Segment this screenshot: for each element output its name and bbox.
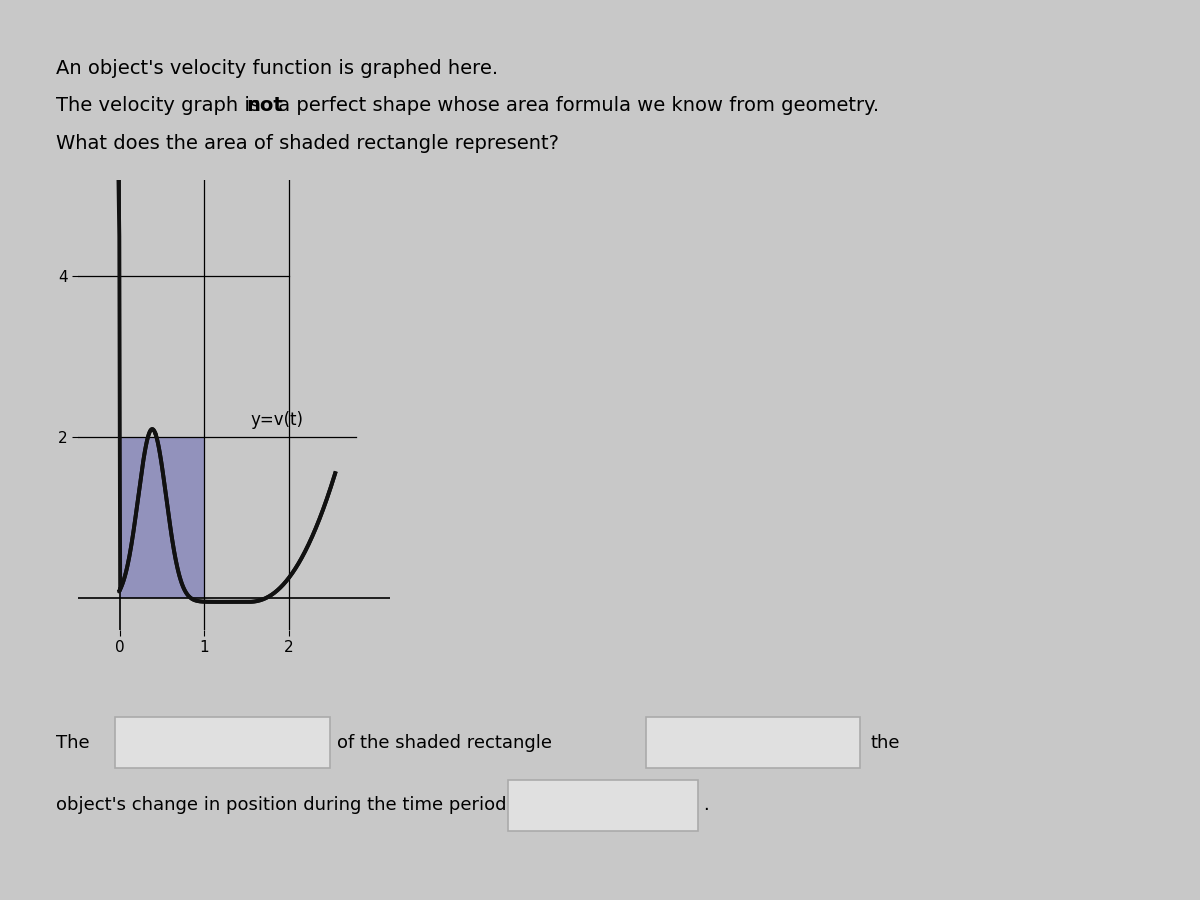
Text: .: . bbox=[703, 796, 709, 814]
Text: y=v(t): y=v(t) bbox=[251, 411, 304, 429]
Text: [ Select ]: [ Select ] bbox=[154, 734, 228, 752]
Text: An object's velocity function is graphed here.: An object's velocity function is graphed… bbox=[56, 58, 498, 77]
Text: the: the bbox=[870, 734, 900, 752]
Text: object's change in position during the time period: object's change in position during the t… bbox=[56, 796, 506, 814]
FancyBboxPatch shape bbox=[115, 717, 330, 768]
Text: ∨: ∨ bbox=[683, 800, 690, 811]
FancyBboxPatch shape bbox=[646, 717, 860, 768]
Text: not: not bbox=[246, 96, 283, 115]
Text: What does the area of shaded rectangle represent?: What does the area of shaded rectangle r… bbox=[56, 134, 559, 153]
Text: [ Select ]: [ Select ] bbox=[538, 796, 612, 814]
Text: The velocity graph is: The velocity graph is bbox=[56, 96, 266, 115]
FancyBboxPatch shape bbox=[508, 780, 698, 831]
Text: The: The bbox=[56, 734, 90, 752]
Text: a perfect shape whose area formula we know from geometry.: a perfect shape whose area formula we kn… bbox=[272, 96, 880, 115]
Text: of the shaded rectangle: of the shaded rectangle bbox=[337, 734, 552, 752]
Text: [ Select ]: [ Select ] bbox=[684, 734, 758, 752]
Text: ∨: ∨ bbox=[845, 737, 852, 748]
Bar bbox=[120, 437, 204, 598]
Text: ∨: ∨ bbox=[314, 737, 322, 748]
